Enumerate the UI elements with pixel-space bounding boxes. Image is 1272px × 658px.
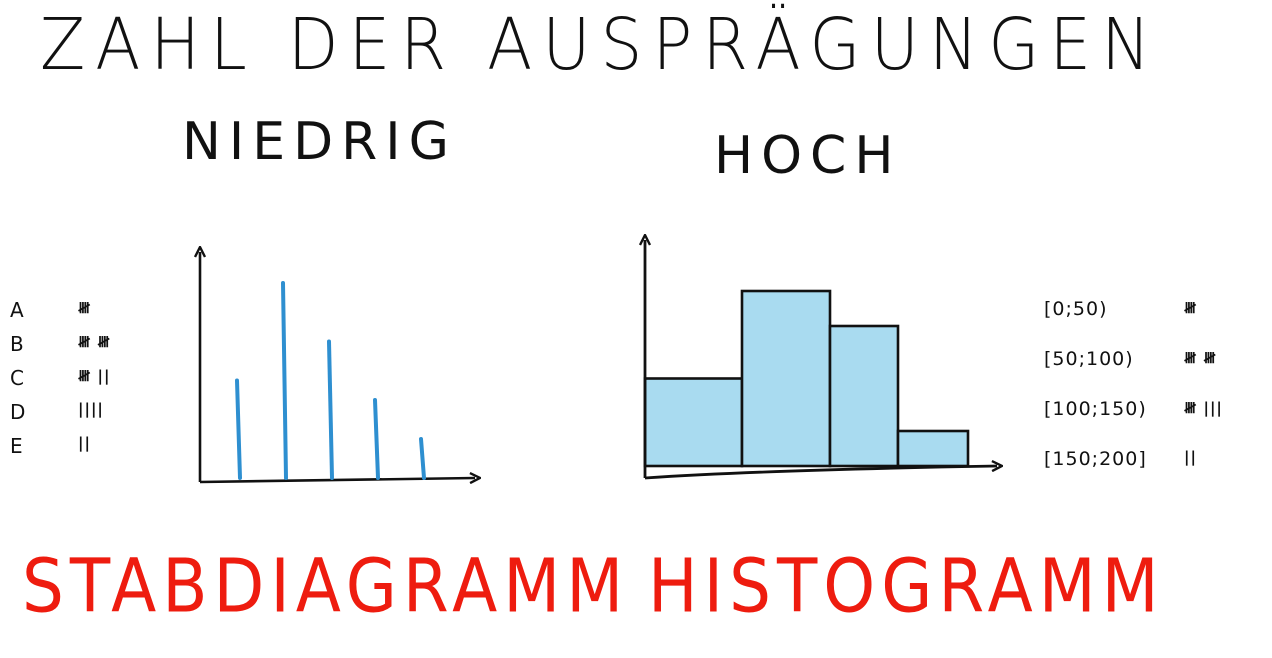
category-tally-key: E [10, 434, 23, 458]
category-tally-tally-marks: || [78, 434, 91, 452]
histogram-bar-1 [740, 289, 832, 468]
bar-A [235, 378, 242, 480]
page-title: ZAHL DER AUSPRÄGUNGEN [40, 2, 1161, 87]
category-tally-tally-marks: 𝍸 𝍸 [78, 333, 111, 351]
bar-E [419, 437, 426, 480]
category-tally-tally-marks: 𝍸 || [78, 367, 111, 385]
caption-stabdiagramm: STABDIAGRAMM [22, 543, 630, 630]
category-tally-key: C [10, 366, 24, 390]
bar-C [327, 339, 334, 480]
x-axis [644, 466, 997, 480]
class-tally-tally-marks: 𝍸 [1184, 299, 1198, 317]
histogram-bar-0 [643, 377, 744, 468]
class-tally-tally-marks: || [1184, 448, 1197, 466]
class-tally-tally-marks: 𝍸 𝍸 [1184, 349, 1217, 367]
category-tally-tally-marks: 𝍸 [78, 299, 92, 317]
label-hoch: HOCH [714, 126, 902, 186]
histogram-bar-2 [828, 324, 900, 468]
category-tally-key: D [10, 400, 26, 424]
class-tally-key: [50;100) [1044, 348, 1134, 370]
tally-table-classes: [0;50) 𝍸 [50;100) 𝍸 𝍸 [100;150) 𝍸 ||| [150;200… [1044, 298, 1272, 488]
class-tally-tally-marks: 𝍸 ||| [1184, 399, 1223, 417]
class-tally-key: [0;50) [1044, 298, 1108, 320]
category-tally-tally-marks: |||| [78, 400, 104, 418]
x-axis [199, 478, 475, 482]
label-niedrig: NIEDRIG [182, 112, 457, 172]
histogram-chart [643, 240, 997, 480]
class-tally-key: [100;150) [1044, 398, 1147, 420]
bar-chart [200, 252, 475, 482]
caption-histogramm: HISTOGRAMM [648, 543, 1165, 630]
histogram-bar-3 [896, 429, 970, 468]
bar-B [281, 281, 288, 480]
class-tally-key: [150;200] [1044, 448, 1147, 470]
tally-table-categories: A 𝍸 B 𝍸 𝍸 C 𝍸 || D |||| E || [10, 298, 180, 468]
category-tally-key: B [10, 332, 24, 356]
category-tally-key: A [10, 298, 24, 322]
bar-D [373, 398, 380, 480]
